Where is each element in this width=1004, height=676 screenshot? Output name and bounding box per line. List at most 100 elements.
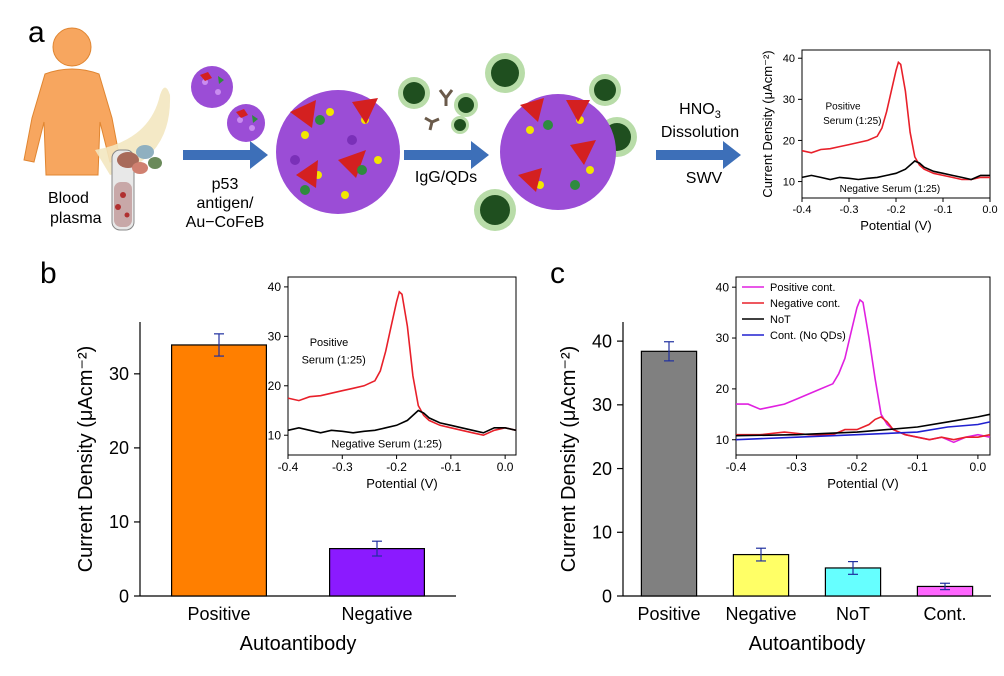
- y-tick-label: 30: [268, 330, 282, 344]
- bar: [171, 344, 268, 597]
- step1-label-line3: Au−CoFeB: [186, 214, 265, 231]
- x-axis-label: Autoantibody: [240, 633, 357, 655]
- series-line-1: [801, 160, 990, 181]
- x-tick-label: -0.3: [332, 460, 353, 474]
- panel-label-b: b: [40, 257, 57, 290]
- y-tick-label: 10: [109, 512, 129, 532]
- step3-label-line1: HNO3: [679, 101, 721, 121]
- step1-label-line2: antigen/: [197, 195, 254, 212]
- small-beads-icon: [191, 66, 265, 142]
- legend: Positive cont. Negative cont. NoT Cont. (No…: [742, 282, 846, 342]
- sample-label-line1: Blood: [48, 190, 89, 207]
- step1-arrow-icon: [183, 141, 268, 169]
- category-label: Positive: [187, 604, 250, 624]
- x-tick-label: 0.0: [982, 204, 997, 216]
- chart-c-bar: 0 10 20 30 40 Positive Negative NoT Cont. Autoant…: [558, 322, 991, 655]
- y-tick-label: 20: [783, 135, 795, 147]
- bar: [640, 350, 698, 597]
- y-tick-label: 0: [602, 586, 612, 606]
- series-line-0: [801, 60, 990, 181]
- annotation: Serum (1:25): [823, 116, 881, 127]
- x-tick-label: -0.3: [786, 460, 807, 474]
- y-tick-label: 20: [109, 438, 129, 458]
- y-tick-label: 40: [783, 53, 795, 65]
- step3-label-line2: Dissolution: [661, 124, 739, 141]
- panel-a: a Blood plasma: [23, 16, 741, 231]
- y-tick-label: 30: [109, 364, 129, 384]
- x-axis-label: Potential (V): [827, 476, 899, 491]
- x-tick-label: -0.2: [887, 204, 906, 216]
- y-tick-label: 10: [268, 428, 282, 442]
- y-tick-label: 40: [268, 280, 282, 294]
- category-label: Cont.: [923, 604, 966, 624]
- step2-label: IgG/QDs: [415, 169, 477, 186]
- y-axis-label: Current Density (μAcm⁻²): [760, 50, 775, 197]
- legend-entry: Positive cont.: [770, 282, 835, 294]
- step2-arrow-icon: [404, 141, 489, 169]
- chart-b-inset: -0.4 -0.3 -0.2 -0.1 0.0 10 20 30 40 Potential (V)…: [268, 276, 517, 491]
- x-tick-label: -0.3: [840, 204, 859, 216]
- annotation: Positive: [826, 102, 861, 113]
- x-tick-label: 0.0: [970, 460, 987, 474]
- y-tick-label: 30: [716, 331, 730, 345]
- category-label: NoT: [836, 604, 870, 624]
- panel-label-c: c: [550, 257, 565, 290]
- y-tick-label: 30: [783, 94, 795, 106]
- annotation: Serum (1:25): [302, 355, 366, 367]
- y-tick-label: 40: [592, 331, 612, 351]
- x-tick-label: -0.1: [441, 460, 462, 474]
- category-label: Negative: [341, 604, 412, 624]
- chart-b-bar: 0 10 20 30 Positive Negative Autoantibody Curre…: [75, 322, 456, 655]
- x-axis-label: Potential (V): [366, 476, 438, 491]
- category-label: Negative: [725, 604, 796, 624]
- y-tick-label: 40: [716, 280, 730, 294]
- blood-cells-icon: [117, 145, 162, 174]
- annotation: Negative Serum (1:25): [331, 439, 442, 451]
- legend-entry: NoT: [770, 314, 791, 326]
- qd-antibody-icon: [398, 77, 478, 134]
- series-line-1: [287, 409, 517, 434]
- series-line-2: [735, 413, 991, 437]
- x-tick-label: -0.1: [907, 460, 928, 474]
- step3-label-subscript: 3: [715, 109, 721, 121]
- x-tick-label: -0.2: [847, 460, 868, 474]
- sample-label-line2: plasma: [50, 210, 102, 227]
- blood-tube-icon: [111, 149, 135, 231]
- bead-antigen-icon: [276, 90, 400, 214]
- bead-complex-icon: [474, 53, 637, 231]
- step3-arrow-icon: [656, 141, 741, 169]
- annotation: Negative Serum (1:25): [840, 184, 941, 195]
- legend-entry: Negative cont.: [770, 298, 840, 310]
- series-line-3: [735, 421, 991, 441]
- chart-c-inset: -0.4 -0.3 -0.2 -0.1 0.0 10 20 30 40 Potential (V)…: [716, 276, 991, 491]
- y-tick-label: 30: [592, 395, 612, 415]
- step1-label-line1: p53: [212, 176, 239, 193]
- category-label: Positive: [637, 604, 700, 624]
- y-tick-label: 10: [716, 433, 730, 447]
- annotation: Positive: [310, 337, 349, 349]
- y-axis-label: Current Density (μAcm⁻²): [75, 346, 97, 573]
- x-tick-label: -0.4: [726, 460, 747, 474]
- y-tick-label: 20: [592, 459, 612, 479]
- chart-a-inset: -0.4 -0.3 -0.2 -0.1 0.0 10 20 30 40 Potential (V)…: [760, 49, 998, 233]
- plot-frame: [735, 276, 991, 456]
- y-tick-label: 10: [592, 523, 612, 543]
- x-axis-label: Autoantibody: [749, 633, 866, 655]
- x-axis-label: Potential (V): [860, 218, 932, 233]
- y-tick-label: 10: [783, 176, 795, 188]
- legend-entry: Cont. (No QDs): [770, 330, 846, 342]
- x-tick-label: -0.4: [793, 204, 812, 216]
- x-tick-label: -0.4: [278, 460, 299, 474]
- x-tick-label: -0.2: [386, 460, 407, 474]
- step3-label-line3: SWV: [686, 170, 723, 187]
- y-tick-label: 0: [119, 586, 129, 606]
- y-axis-label: Current Density (μAcm⁻²): [558, 346, 580, 573]
- y-tick-label: 20: [268, 379, 282, 393]
- x-tick-label: 0.0: [497, 460, 514, 474]
- panel-label-a: a: [28, 16, 45, 49]
- series-line-0: [287, 290, 517, 437]
- plot-frame: [287, 276, 517, 456]
- y-tick-label: 20: [716, 382, 730, 396]
- x-tick-label: -0.1: [934, 204, 953, 216]
